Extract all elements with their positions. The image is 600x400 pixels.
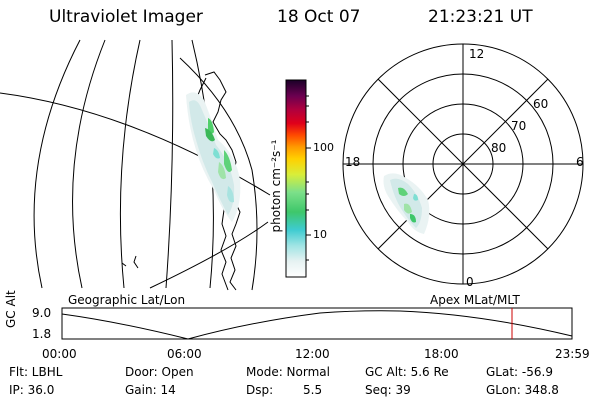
longitude-line [72, 39, 106, 289]
altitude-ytick-9: 9.0 [32, 306, 52, 320]
sequence-status: Seq: 39 [365, 383, 411, 397]
dsp-status-label: Dsp: [246, 383, 274, 397]
longitude-line [33, 39, 81, 289]
mlt-label-6: 6 [576, 155, 584, 169]
gain-status: Gain: 14 [125, 383, 176, 397]
xtick-2359: 23:59 [555, 347, 590, 361]
glat-status: GLat: -56.9 [486, 365, 553, 379]
time-label: 21:23:21 UT [428, 7, 533, 27]
filter-status: Flt: LBHL [9, 365, 63, 379]
longitude-line [165, 39, 174, 289]
xtick-1800: 18:00 [424, 347, 459, 361]
dsp-status-value: 5.5 [303, 383, 323, 397]
colorbar-tick-label-100: 100 [313, 141, 334, 154]
mlt-label-18: 18 [345, 155, 361, 169]
colorbar-gradient [285, 79, 307, 278]
xtick-0600: 06:00 [167, 347, 202, 361]
door-status: Door: Open [125, 365, 194, 379]
latitude-line [149, 221, 269, 289]
mlt-label-0: 0 [466, 275, 474, 289]
altitude-plot-frame [61, 307, 573, 340]
xtick-1200: 12:00 [295, 347, 330, 361]
mlat-label-80: 80 [491, 141, 507, 155]
mlt-label-12: 12 [469, 47, 485, 61]
instrument-title: Ultraviolet Imager [49, 7, 203, 27]
gc-altitude-status: GC Alt: 5.6 Re [365, 365, 449, 379]
ip-status: IP: 36.0 [9, 383, 55, 397]
coastline [121, 262, 127, 267]
apex-mlat-mlt-title: Apex MLat/MLT [430, 293, 520, 307]
glon-status: GLon: 348.8 [486, 383, 559, 397]
auroral-emission-polar [383, 173, 430, 234]
earth-limb [179, 57, 258, 291]
date-label: 18 Oct 07 [277, 7, 361, 27]
mlat-label-70: 70 [511, 119, 527, 133]
colorbar-tick-label-10: 10 [313, 228, 327, 241]
altitude-ytick-1-8: 1.8 [32, 327, 52, 341]
longitude-line [119, 39, 141, 289]
mlat-label-60: 60 [533, 97, 549, 111]
auroral-emission-map [186, 92, 241, 222]
mode-status: Mode: Normal [246, 365, 330, 379]
geographic-latlon-title: Geographic Lat/Lon [68, 293, 186, 307]
polar-diagonal [377, 78, 549, 250]
xtick-0000: 00:00 [42, 347, 77, 361]
altitude-curve [61, 310, 573, 340]
coastline [133, 255, 139, 269]
